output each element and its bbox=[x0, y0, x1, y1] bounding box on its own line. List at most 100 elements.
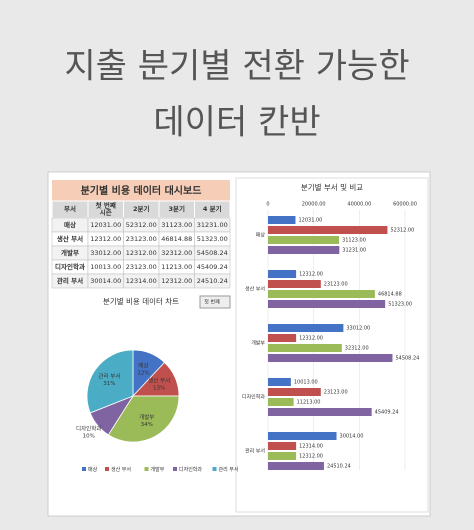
cell-text: 33012.00 bbox=[90, 249, 121, 257]
cell-text: 관리 부서 bbox=[57, 276, 83, 285]
bar-value-label: 54508.24 bbox=[395, 356, 419, 362]
bar bbox=[268, 324, 344, 332]
dropdown-text: 첫 번째 bbox=[204, 299, 220, 306]
cell-text: 12312.00 bbox=[126, 249, 157, 257]
bar bbox=[268, 442, 297, 450]
category-label: 생산 부서 bbox=[245, 286, 265, 293]
cell-text: 23123.00 bbox=[126, 263, 157, 271]
bar bbox=[268, 452, 297, 460]
bar-value-label: 46814.88 bbox=[378, 292, 402, 298]
slice-label: 관리 부서 bbox=[98, 372, 120, 380]
cell-text: 12312.00 bbox=[161, 277, 192, 285]
bar-value-label: 12312.00 bbox=[299, 336, 323, 342]
legend-swatch bbox=[173, 467, 177, 471]
legend-label: 개발부 bbox=[151, 466, 165, 473]
header-text: 3분기 bbox=[169, 204, 186, 213]
bar-value-label: 31123.00 bbox=[342, 238, 366, 244]
slice-label: 매상 bbox=[138, 361, 148, 369]
category-label: 매상 bbox=[256, 232, 266, 239]
cell-text: 12312.00 bbox=[90, 235, 121, 243]
bar-value-label: 33012.00 bbox=[346, 326, 370, 332]
table-cell bbox=[194, 273, 231, 289]
header-text: 부서 bbox=[64, 204, 76, 213]
category-label: 디자인학과 bbox=[242, 394, 265, 401]
bar-value-label: 52312.00 bbox=[390, 228, 414, 234]
cell-text: 생산 부서 bbox=[57, 234, 83, 243]
bar bbox=[268, 290, 375, 298]
bar-value-label: 12031.00 bbox=[298, 218, 322, 224]
header-text: 첫 번째 시즌 bbox=[96, 201, 116, 217]
cell-text: 디자인학과 bbox=[55, 262, 85, 271]
cell-text: 개발부 bbox=[61, 248, 79, 257]
slice-label: 개발부 bbox=[139, 413, 154, 421]
dropdown[interactable] bbox=[199, 295, 231, 309]
x-tick-label: 20000.00 bbox=[302, 202, 326, 208]
bar-value-label: 31231.00 bbox=[342, 248, 366, 254]
bar bbox=[268, 432, 337, 440]
bar-value-label: 51323.00 bbox=[388, 302, 412, 308]
cell-text: 54508.24 bbox=[197, 249, 228, 257]
bar-value-label: 32312.00 bbox=[345, 346, 369, 352]
bar bbox=[268, 226, 388, 234]
cell-text: 46814.88 bbox=[161, 235, 192, 243]
chart-title: 분기별 부서 및 비교 bbox=[301, 182, 363, 192]
bar-value-label: 23123.00 bbox=[324, 282, 348, 288]
cell-text: 12031.00 bbox=[90, 221, 121, 229]
bar-value-label: 12312.00 bbox=[299, 454, 323, 460]
bar bbox=[268, 300, 386, 308]
category-label: 관리 부서 bbox=[245, 448, 265, 455]
bar-value-label: 24510.24 bbox=[327, 464, 351, 470]
legend-label: 생산 부서 bbox=[111, 466, 131, 473]
legend-label: 관리 부서 bbox=[219, 466, 239, 473]
bar bbox=[268, 378, 291, 386]
cell-text: 12314.00 bbox=[126, 277, 157, 285]
cell-text: 52312.00 bbox=[126, 221, 157, 229]
bar bbox=[268, 270, 297, 278]
slice-value: 10% bbox=[83, 434, 95, 440]
bar-value-label: 12312.00 bbox=[299, 272, 323, 278]
cell-text: 24510.24 bbox=[197, 277, 228, 285]
cell-text: 31231.00 bbox=[197, 221, 228, 229]
bar bbox=[268, 354, 393, 362]
cell-text: 10013.00 bbox=[90, 263, 121, 271]
cell-text: 45409.24 bbox=[197, 263, 228, 271]
legend-label: 디자인학과 bbox=[179, 466, 202, 473]
header-text: 4 분기 bbox=[203, 204, 222, 213]
legend-swatch bbox=[105, 467, 109, 471]
page-title: 지출 분기별 전환 가능한 bbox=[64, 47, 409, 87]
page-title: 데이터 칸반 bbox=[153, 103, 320, 143]
bar-value-label: 45409.24 bbox=[375, 410, 399, 416]
bar bbox=[268, 216, 296, 224]
cell-text: 51323.00 bbox=[197, 235, 228, 243]
bar bbox=[268, 398, 294, 406]
legend-label: 매상 bbox=[88, 466, 98, 473]
bar bbox=[268, 388, 321, 396]
legend-swatch bbox=[212, 467, 217, 471]
header-text: 2분기 bbox=[133, 204, 150, 213]
bar-value-label: 12314.00 bbox=[299, 444, 323, 450]
x-tick-label: 40000.00 bbox=[347, 202, 371, 208]
bar bbox=[268, 280, 321, 288]
chart-title: 분기별 비용 데이터 차트 bbox=[103, 296, 179, 306]
category-label: 개발부 bbox=[251, 340, 265, 347]
slice-label: 디자인학과 bbox=[76, 425, 101, 433]
slice-value: 34% bbox=[141, 422, 153, 428]
cell-text: 매상 bbox=[64, 220, 76, 229]
bar bbox=[268, 236, 340, 244]
slice-label: 생산 부서 bbox=[148, 377, 170, 385]
pie-slice bbox=[86, 349, 134, 414]
slice-value: 31% bbox=[103, 381, 115, 387]
bar bbox=[268, 408, 372, 416]
table-title: 분기별 비용 데이터 대시보드 bbox=[81, 184, 202, 197]
cell-text: 23123.00 bbox=[126, 235, 157, 243]
bar-value-label: 30014.00 bbox=[340, 434, 364, 440]
x-tick-label: 0 bbox=[266, 202, 269, 208]
bar bbox=[268, 462, 324, 470]
slice-value: 12% bbox=[137, 370, 149, 376]
cell-text: 30014.00 bbox=[90, 277, 121, 285]
bar bbox=[268, 334, 297, 342]
legend-swatch bbox=[82, 467, 86, 471]
legend-swatch bbox=[144, 467, 149, 471]
cell-text: 11213.00 bbox=[161, 263, 192, 271]
